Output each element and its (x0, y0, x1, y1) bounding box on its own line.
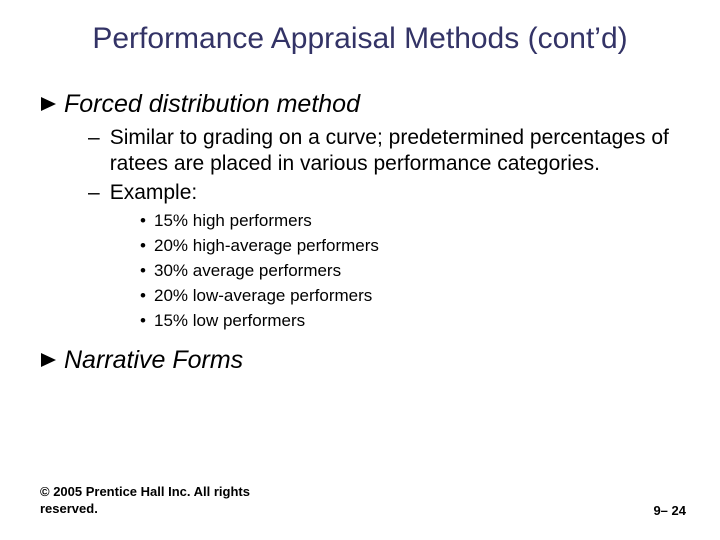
section-heading-text: Narrative Forms (64, 346, 243, 374)
slide-body: Forced distribution method – Similar to … (40, 90, 680, 381)
arrow-icon (40, 91, 60, 117)
sub-point-text: Similar to grading on a curve; predeterm… (110, 125, 680, 176)
example-item-text: 20% low-average performers (154, 286, 372, 305)
sub-point: – Similar to grading on a curve; predete… (88, 125, 680, 176)
dash-icon: – (88, 180, 100, 206)
bullet-icon: • (140, 285, 154, 307)
arrow-icon (40, 347, 60, 373)
example-item-text: 30% average performers (154, 261, 341, 280)
bullet-icon: • (140, 210, 154, 232)
slide-title: Performance Appraisal Methods (cont’d) (0, 22, 720, 56)
section-heading: Narrative Forms (40, 346, 680, 375)
example-item-text: 15% low performers (154, 311, 305, 330)
example-item: •20% high-average performers (140, 235, 680, 257)
example-item: •15% low performers (140, 310, 680, 332)
sub-point: – Example: (88, 180, 680, 206)
bullet-icon: • (140, 310, 154, 332)
example-item-text: 15% high performers (154, 211, 312, 230)
section-heading: Forced distribution method (40, 90, 680, 119)
example-item: •20% low-average performers (140, 285, 680, 307)
example-item-text: 20% high-average performers (154, 236, 379, 255)
slide: Performance Appraisal Methods (cont’d) F… (0, 0, 720, 540)
dash-icon: – (88, 125, 100, 176)
example-item: •30% average performers (140, 260, 680, 282)
sub-point-text: Example: (110, 180, 680, 206)
footer-page-number: 9– 24 (653, 503, 686, 518)
footer-copyright: © 2005 Prentice Hall Inc. All rights res… (40, 484, 300, 518)
bullet-icon: • (140, 235, 154, 257)
example-item: •15% high performers (140, 210, 680, 232)
section-heading-text: Forced distribution method (64, 90, 360, 118)
bullet-icon: • (140, 260, 154, 282)
